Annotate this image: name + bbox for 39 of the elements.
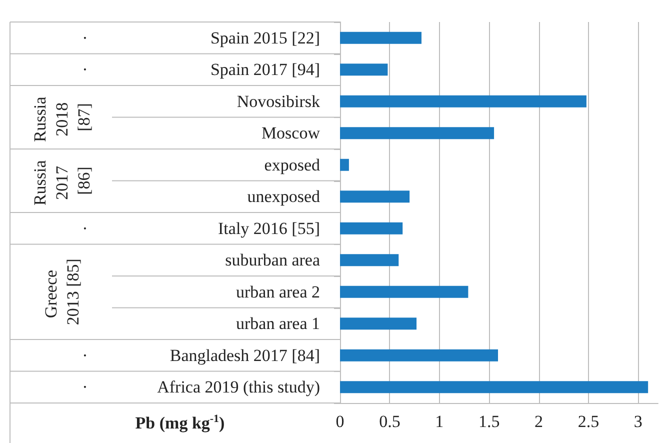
x-tick-label: 3	[634, 412, 642, 431]
bar	[340, 286, 468, 298]
text: Russia 2018 [87]	[30, 92, 94, 142]
y-tick-label: Spain 2015 [22]	[210, 28, 320, 48]
bar	[340, 32, 422, 44]
bar	[340, 318, 417, 330]
x-tick-label: 1.5	[478, 412, 500, 431]
y-tick-label: unexposed	[247, 187, 320, 206]
text: ·	[82, 60, 88, 80]
bar	[340, 222, 403, 234]
x-tick-label: 2.5	[578, 412, 600, 431]
y-tick-label: Moscow	[261, 124, 321, 143]
text: ·	[82, 378, 88, 397]
y-tick-label: urban area 1	[236, 314, 320, 334]
bar	[340, 190, 410, 203]
y-tick-label: urban area 2	[236, 282, 320, 302]
y-tick-label: suburban area	[225, 250, 320, 270]
bar	[340, 158, 349, 171]
y-tick-label: Italy 2016 [55]	[218, 218, 320, 238]
bar	[340, 381, 648, 394]
y-tick-label: exposed	[264, 155, 320, 174]
x-tick-label: 1	[435, 412, 444, 431]
y-tick-label: Bangladesh 2017 [84]	[170, 346, 320, 365]
text: Greece 2013 [85]	[42, 258, 82, 326]
y-tick-label: Spain 2017 [94]	[210, 60, 320, 80]
x-tick-label: 0	[336, 412, 344, 431]
text: ·	[82, 28, 88, 48]
text: Russia 2017 [86]	[30, 156, 94, 206]
bar	[340, 127, 494, 140]
text: ·	[82, 346, 88, 365]
text: ·	[82, 218, 88, 238]
x-tick-label: 0.5	[379, 412, 400, 431]
bar	[340, 64, 388, 76]
y-tick-label: Africa 2019 (this study)	[157, 378, 320, 397]
bar	[340, 95, 586, 108]
y-tick-label: Novosibirsk	[236, 92, 320, 111]
bar	[340, 349, 498, 362]
x-tick-label: 2	[534, 412, 543, 431]
bar	[340, 254, 399, 266]
